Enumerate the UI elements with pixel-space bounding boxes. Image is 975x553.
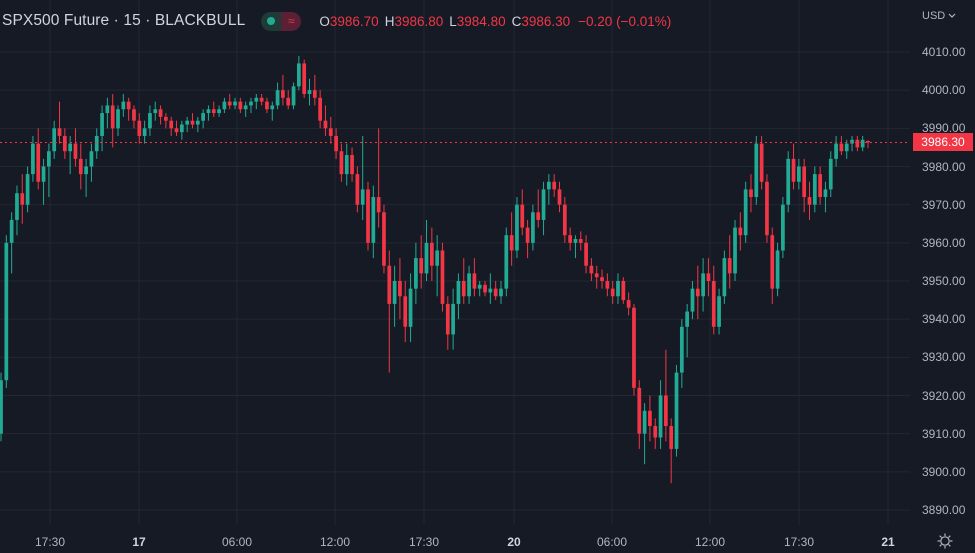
price-axis-label: 3920.00 — [922, 388, 966, 403]
time-axis-label: 06:00 — [596, 535, 628, 549]
symbol-title[interactable]: SPX500 Future · 15 · BLACKBULL — [2, 12, 246, 29]
market-open-indicator — [261, 11, 282, 31]
tilde-icon: ≈ — [281, 11, 302, 31]
ohlc-open: O3986.70 — [319, 13, 379, 29]
price-axis-label: 3970.00 — [922, 197, 966, 212]
price-axis-label: 3930.00 — [922, 350, 966, 365]
time-axis-label: 17:30 — [783, 535, 815, 549]
chart-settings-gear-icon[interactable] — [936, 532, 954, 550]
ohlc-low: L3984.80 — [449, 13, 506, 29]
price-axis-label: 3940.00 — [922, 312, 966, 327]
time-axis-label: 21 — [881, 535, 895, 549]
chevron-down-icon — [948, 13, 956, 18]
time-axis-label: 06:00 — [221, 535, 253, 549]
chart-grid — [0, 0, 910, 525]
price-axis-label: 3910.00 — [922, 426, 966, 441]
price-axis-label: 3900.00 — [922, 464, 966, 479]
currency-selector[interactable]: USD — [922, 10, 956, 22]
market-open-dot-icon — [267, 17, 276, 25]
ohlc-close: C3986.30 — [511, 13, 571, 29]
price-axis-label: 4000.00 — [922, 83, 966, 98]
ohlc-high: H3986.80 — [384, 13, 444, 29]
price-change: −0.20 (−0.01%) — [578, 13, 672, 29]
last-price-tag: 3986.30 — [913, 133, 973, 151]
time-axis-label: 12:00 — [694, 535, 726, 549]
time-axis-label: 12:00 — [319, 535, 351, 549]
time-axis-label: 17:30 — [34, 535, 66, 549]
time-axis-label: 17:30 — [408, 535, 440, 549]
price-axis-label: 3960.00 — [922, 235, 966, 250]
market-status-toggle[interactable]: ≈ — [261, 11, 302, 31]
price-axis-label: 3990.00 — [922, 121, 966, 136]
price-axis-label: 3950.00 — [922, 274, 966, 288]
currency-label: USD — [922, 10, 946, 22]
candle-series — [0, 55, 870, 484]
time-axis-label: 20 — [507, 535, 521, 549]
time-axis-label: 17 — [132, 535, 146, 549]
ohlc-values: O3986.70 H3986.80 L3984.80 C3986.30 −0.2… — [319, 14, 671, 29]
chart-legend: SPX500 Future · 15 · BLACKBULL ≈ O3986.7… — [2, 10, 671, 32]
price-axis-label: 4010.00 — [922, 45, 966, 59]
price-axis-label: 3980.00 — [922, 159, 966, 174]
price-axis-label: 3890.00 — [922, 503, 966, 517]
